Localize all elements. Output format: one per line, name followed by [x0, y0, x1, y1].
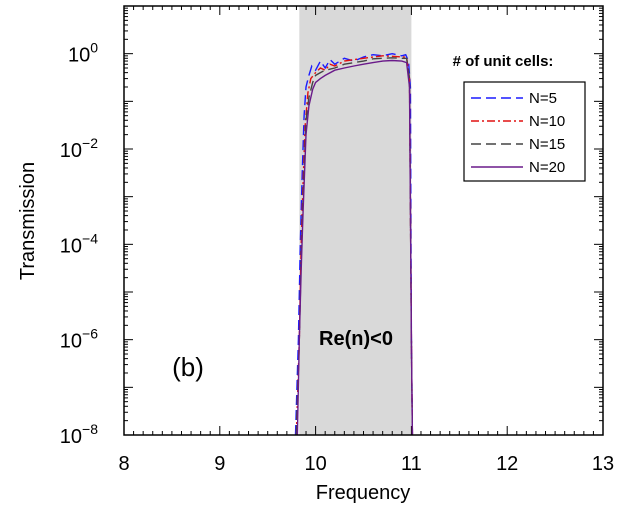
panel-label: (b)	[172, 352, 204, 382]
x-axis-label: Frequency	[316, 482, 411, 504]
shaded-region-label: Re(n)<0	[319, 328, 393, 350]
y-tick-label: 10−8	[60, 421, 98, 448]
legend-label: N=20	[529, 159, 565, 176]
x-tick-label: 13	[592, 453, 614, 475]
x-tick-label: 10	[304, 453, 326, 475]
series-line-n-20	[296, 59, 414, 436]
legend-label: N=5	[529, 90, 557, 107]
x-tick-label: 12	[496, 453, 518, 475]
x-tick-label: 9	[214, 453, 225, 475]
y-tick-label: 100	[68, 40, 98, 67]
legend-box	[463, 81, 586, 182]
legend-label: N=15	[529, 136, 565, 153]
negative-index-band	[299, 6, 412, 435]
x-tick-label: 11	[401, 453, 422, 475]
y-tick-label: 10−4	[60, 230, 98, 257]
plot-frame	[123, 5, 604, 436]
legend-label: N=10	[529, 113, 565, 130]
y-tick-label: 10−2	[60, 135, 98, 162]
y-tick-label: 10−6	[60, 326, 98, 353]
legend-title: # of unit cells:	[453, 53, 554, 70]
series-line-n-5	[294, 52, 414, 436]
y-axis-label: Transmission	[17, 162, 39, 280]
x-tick-label: 8	[118, 453, 129, 475]
